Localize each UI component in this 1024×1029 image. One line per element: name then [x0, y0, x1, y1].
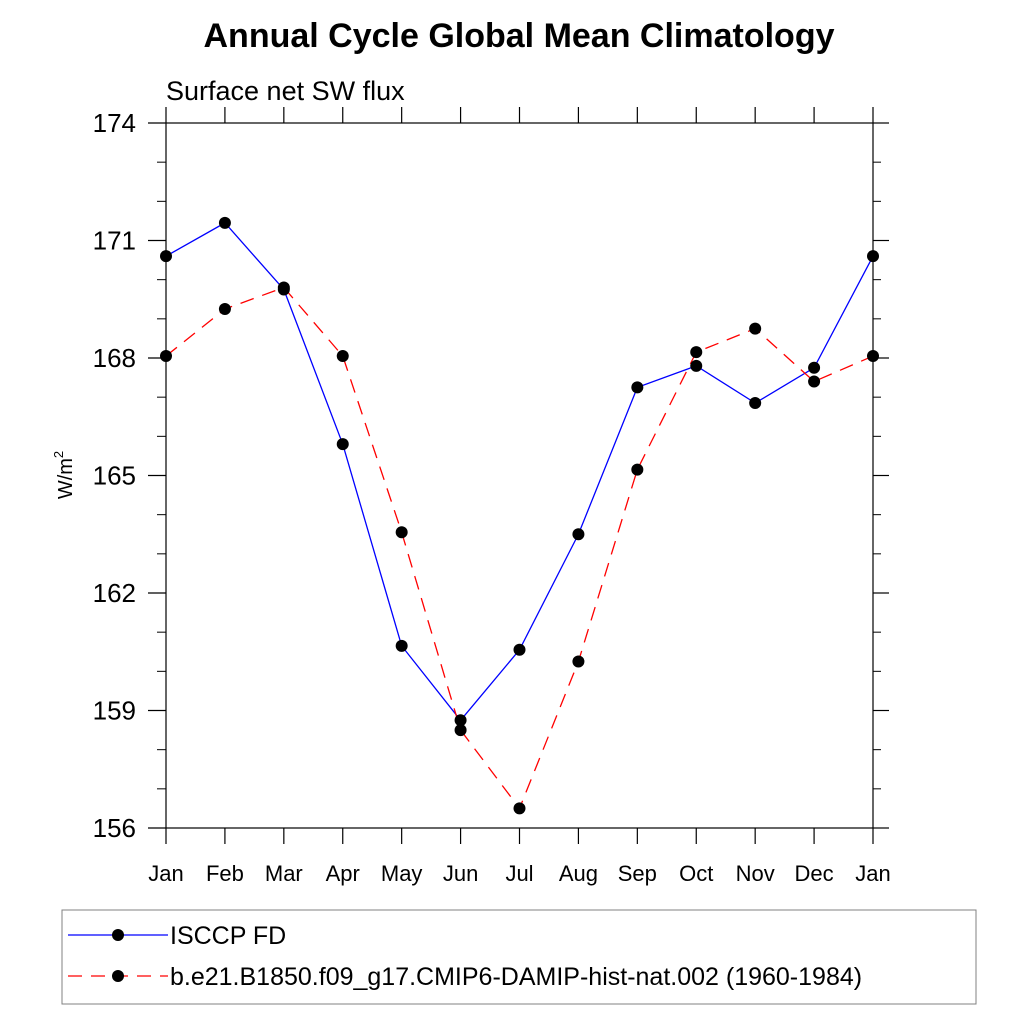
data-point-series-2	[513, 802, 526, 815]
data-point-series-2	[277, 281, 290, 294]
data-point-series-1	[572, 528, 585, 541]
x-tick-label: Oct	[679, 861, 713, 886]
y-tick-label: 174	[93, 108, 136, 138]
data-point-series-2	[808, 375, 821, 388]
x-tick-label: Sep	[618, 861, 657, 886]
data-point-series-1	[513, 643, 526, 656]
data-point-series-2	[690, 346, 703, 359]
series-line-2	[165, 286, 874, 810]
svg-text:W/m2: W/m2	[51, 451, 77, 499]
data-point-series-1	[336, 438, 349, 451]
data-point-series-2	[631, 463, 644, 476]
data-point-series-1	[867, 250, 879, 263]
y-tick-label: 156	[93, 813, 136, 843]
data-point-series-2	[572, 655, 585, 668]
legend: ISCCP FD b.e21.B1850.f09_g17.CMIP6-DAMIP-…	[68, 922, 862, 991]
legend-label-1: ISCCP FD	[170, 922, 286, 950]
data-point-series-1	[749, 397, 762, 410]
plot-frame	[165, 122, 874, 829]
x-tick-label: Jul	[505, 861, 533, 886]
data-point-series-1	[395, 639, 408, 652]
data-point-series-2	[160, 350, 172, 363]
data-point-series-1	[808, 361, 821, 374]
y-axis-label-superscript: 2	[51, 451, 66, 458]
chart-title: Annual Cycle Global Mean Climatology	[204, 17, 835, 55]
x-tick-label: May	[381, 861, 423, 886]
x-tick-label: Mar	[265, 861, 303, 886]
x-tick-label: Aug	[559, 861, 598, 886]
x-tick-label: Jan	[855, 861, 890, 886]
data-point-series-1	[690, 359, 703, 372]
data-point-series-2	[454, 724, 467, 737]
data-point-series-2	[749, 322, 762, 335]
x-tick-label: Jan	[148, 861, 183, 886]
data-point-series-1	[631, 381, 644, 394]
y-tick-label: 171	[93, 226, 136, 256]
data-point-series-2	[336, 350, 349, 363]
x-tick-label: Dec	[795, 861, 834, 886]
y-axis-label: W/m2	[51, 451, 77, 499]
data-point-series-1	[454, 714, 467, 727]
x-tick-label: Nov	[736, 861, 775, 886]
data-point-series-2	[395, 526, 408, 539]
legend-label-2: b.e21.B1850.f09_g17.CMIP6-DAMIP-hist-nat…	[170, 963, 862, 991]
legend-marker-1	[112, 929, 124, 941]
legend-marker-2	[112, 970, 124, 982]
legend-box	[61, 909, 977, 1005]
data-point-series-1	[160, 250, 172, 263]
y-tick-label: 165	[93, 461, 136, 491]
y-tick-label: 168	[93, 343, 136, 373]
axes: 174 171 168 165 162 159 156 Jan Feb Mar Apr May Jun J…	[93, 107, 891, 886]
data-point-series-2	[867, 350, 879, 363]
x-tick-label: Feb	[206, 861, 244, 886]
series-layer	[160, 216, 879, 815]
x-tick-label: Apr	[326, 861, 360, 886]
chart-subtitle: Surface net SW flux	[166, 76, 405, 106]
data-point-series-2	[218, 303, 231, 316]
y-axis-label-text: W/m	[55, 458, 77, 499]
x-tick-label: Jun	[443, 861, 478, 886]
data-point-series-1	[218, 216, 231, 229]
y-tick-label: 159	[93, 696, 136, 726]
y-tick-label: 162	[93, 578, 136, 608]
